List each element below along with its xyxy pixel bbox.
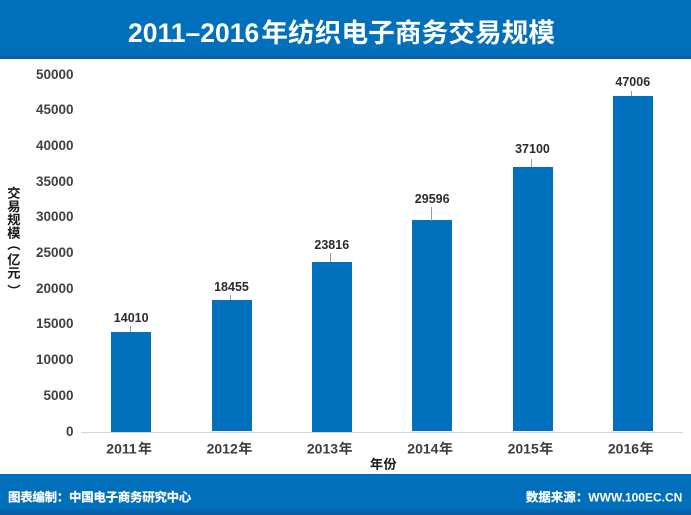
svg-text:2013: 2013 [307,441,338,457]
svg-text:2016: 2016 [608,441,639,457]
svg-text:2011: 2011 [106,441,137,457]
svg-text:WWW.100EC.CN: WWW.100EC.CN [588,491,682,505]
svg-text:2011–2016: 2011–2016 [128,18,259,48]
svg-text:2015: 2015 [508,441,539,457]
svg-text:2012: 2012 [207,441,238,457]
svg-text:2014: 2014 [407,441,438,457]
